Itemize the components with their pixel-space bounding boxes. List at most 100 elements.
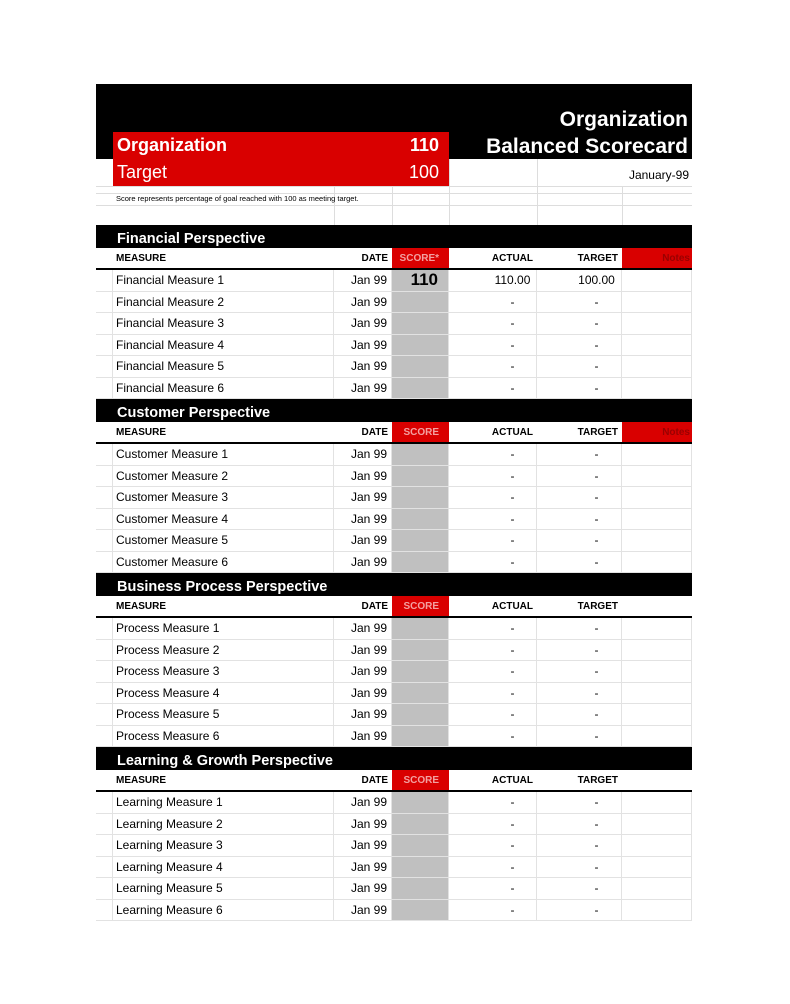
cell[interactable]: Financial Measure 4 — [113, 334, 334, 355]
cell[interactable]: - — [537, 377, 622, 398]
cell[interactable]: - — [537, 618, 622, 639]
cell[interactable]: - — [449, 465, 537, 486]
cell[interactable] — [392, 334, 449, 355]
cell[interactable]: - — [449, 792, 537, 813]
notes-cell[interactable] — [622, 835, 692, 856]
notes-cell[interactable] — [622, 813, 692, 834]
notes-cell[interactable] — [622, 725, 692, 746]
cell[interactable]: 110 — [392, 270, 449, 291]
notes-cell[interactable] — [622, 530, 692, 551]
cell[interactable]: - — [449, 444, 537, 465]
notes-cell[interactable] — [622, 356, 692, 377]
cell[interactable]: - — [449, 313, 537, 334]
cell[interactable]: Financial Measure 1 — [113, 270, 334, 291]
cell[interactable]: Customer Measure 6 — [113, 551, 334, 572]
notes-cell[interactable] — [622, 551, 692, 572]
cell[interactable]: - — [449, 661, 537, 682]
cell[interactable]: - — [537, 813, 622, 834]
notes-cell[interactable] — [622, 878, 692, 899]
cell[interactable]: - — [449, 899, 537, 920]
cell[interactable]: - — [537, 639, 622, 660]
cell[interactable]: - — [449, 725, 537, 746]
notes-cell[interactable] — [622, 508, 692, 529]
cell[interactable] — [392, 725, 449, 746]
notes-cell[interactable] — [622, 444, 692, 465]
cell[interactable]: Jan 99 — [334, 270, 392, 291]
cell[interactable]: - — [449, 530, 537, 551]
cell[interactable]: Process Measure 2 — [113, 639, 334, 660]
cell[interactable]: - — [537, 487, 622, 508]
cell[interactable] — [392, 835, 449, 856]
cell[interactable]: - — [449, 487, 537, 508]
cell[interactable]: Customer Measure 2 — [113, 465, 334, 486]
cell[interactable]: - — [537, 661, 622, 682]
cell[interactable]: Jan 99 — [334, 725, 392, 746]
cell[interactable]: Jan 99 — [334, 530, 392, 551]
cell[interactable] — [392, 551, 449, 572]
cell[interactable]: Customer Measure 4 — [113, 508, 334, 529]
cell[interactable]: Jan 99 — [334, 899, 392, 920]
notes-cell[interactable] — [622, 682, 692, 703]
cell[interactable] — [392, 356, 449, 377]
cell[interactable]: - — [537, 530, 622, 551]
cell[interactable]: Financial Measure 3 — [113, 313, 334, 334]
cell[interactable]: - — [537, 551, 622, 572]
cell[interactable]: - — [449, 377, 537, 398]
notes-cell[interactable] — [622, 270, 692, 291]
notes-cell[interactable] — [622, 313, 692, 334]
notes-cell[interactable] — [622, 487, 692, 508]
cell[interactable]: Jan 99 — [334, 704, 392, 725]
cell[interactable]: Jan 99 — [334, 444, 392, 465]
cell[interactable]: - — [537, 878, 622, 899]
cell[interactable]: Learning Measure 6 — [113, 899, 334, 920]
cell[interactable]: Learning Measure 3 — [113, 835, 334, 856]
cell[interactable] — [392, 291, 449, 312]
cell[interactable] — [392, 878, 449, 899]
notes-cell[interactable] — [622, 639, 692, 660]
cell[interactable]: - — [537, 856, 622, 877]
cell[interactable]: Learning Measure 2 — [113, 813, 334, 834]
cell[interactable]: - — [537, 704, 622, 725]
cell[interactable]: - — [449, 704, 537, 725]
cell[interactable]: Jan 99 — [334, 508, 392, 529]
cell[interactable]: Jan 99 — [334, 551, 392, 572]
cell[interactable] — [392, 508, 449, 529]
notes-cell[interactable] — [622, 792, 692, 813]
cell[interactable]: Jan 99 — [334, 618, 392, 639]
notes-cell[interactable] — [622, 704, 692, 725]
cell[interactable]: - — [449, 291, 537, 312]
cell[interactable]: - — [449, 813, 537, 834]
cell[interactable]: Jan 99 — [334, 465, 392, 486]
notes-cell[interactable] — [622, 291, 692, 312]
cell[interactable] — [392, 639, 449, 660]
cell[interactable]: - — [449, 639, 537, 660]
cell[interactable] — [392, 444, 449, 465]
cell[interactable]: Jan 99 — [334, 639, 392, 660]
cell[interactable] — [392, 661, 449, 682]
cell[interactable]: - — [449, 878, 537, 899]
cell[interactable]: - — [537, 313, 622, 334]
cell[interactable]: 110.00 — [449, 270, 537, 291]
cell[interactable]: - — [537, 835, 622, 856]
cell[interactable]: Process Measure 4 — [113, 682, 334, 703]
cell[interactable]: Jan 99 — [334, 661, 392, 682]
notes-cell[interactable] — [622, 856, 692, 877]
cell[interactable]: - — [537, 291, 622, 312]
cell[interactable]: - — [537, 725, 622, 746]
cell[interactable]: Jan 99 — [334, 835, 392, 856]
cell[interactable]: Financial Measure 2 — [113, 291, 334, 312]
cell[interactable]: - — [537, 444, 622, 465]
cell[interactable]: Customer Measure 5 — [113, 530, 334, 551]
cell[interactable]: - — [537, 792, 622, 813]
cell[interactable] — [392, 856, 449, 877]
cell[interactable]: Process Measure 5 — [113, 704, 334, 725]
cell[interactable]: - — [537, 465, 622, 486]
notes-cell[interactable] — [622, 899, 692, 920]
cell[interactable] — [392, 618, 449, 639]
cell[interactable] — [392, 813, 449, 834]
cell[interactable]: Jan 99 — [334, 813, 392, 834]
cell[interactable]: - — [449, 618, 537, 639]
cell[interactable]: Process Measure 3 — [113, 661, 334, 682]
cell[interactable]: Customer Measure 3 — [113, 487, 334, 508]
notes-cell[interactable] — [622, 334, 692, 355]
